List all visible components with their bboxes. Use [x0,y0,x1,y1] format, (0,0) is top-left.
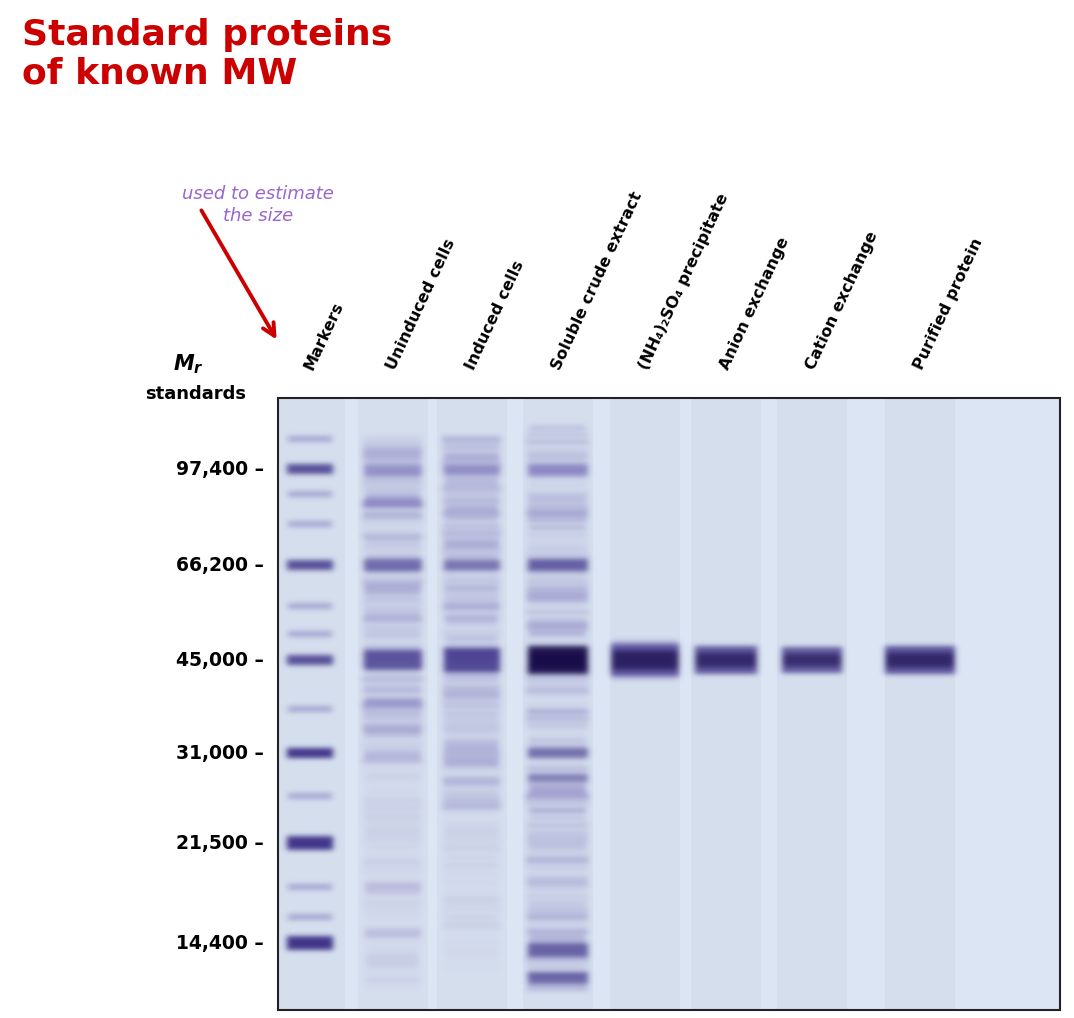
Text: 45,000 –: 45,000 – [176,652,264,671]
Text: Induced cells: Induced cells [463,258,527,372]
Text: Purified protein: Purified protein [912,236,986,372]
Text: 14,400 –: 14,400 – [176,934,264,953]
Text: standards: standards [145,385,247,403]
Text: Standard proteins
of known MW: Standard proteins of known MW [21,18,392,90]
Text: 21,500 –: 21,500 – [176,835,264,853]
Text: Cation exchange: Cation exchange [803,229,881,372]
Text: Uninduced cells: Uninduced cells [384,236,459,372]
Text: used to estimate
the size: used to estimate the size [183,185,334,225]
Text: $\bfit{M_r}$: $\bfit{M_r}$ [173,352,203,376]
Text: 31,000 –: 31,000 – [176,744,264,762]
Bar [278,398,1060,1010]
Text: (NH₄)₂SO₄ precipitate: (NH₄)₂SO₄ precipitate [637,191,731,372]
Text: Markers: Markers [302,299,346,372]
Text: Anion exchange: Anion exchange [717,235,792,372]
Text: 66,200 –: 66,200 – [176,556,264,575]
Text: 97,400 –: 97,400 – [176,460,264,479]
Text: Soluble crude extract: Soluble crude extract [550,189,645,372]
